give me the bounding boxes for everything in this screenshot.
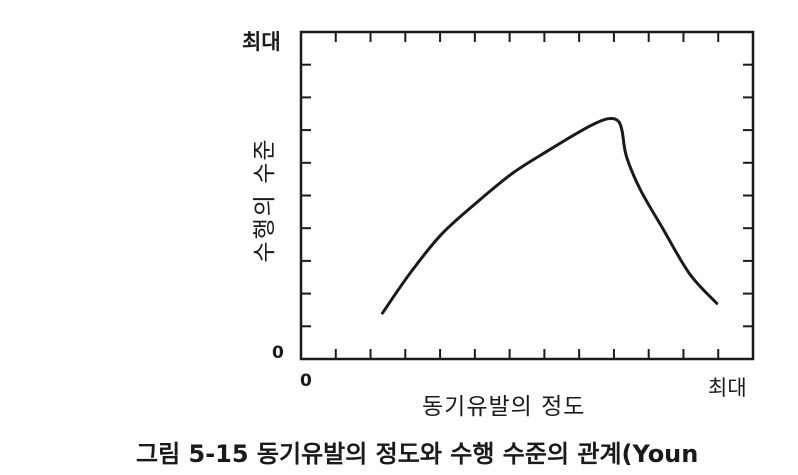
figure-caption: 그림 5-15 동기유발의 정도와 수행 수준의 관계(Youn <box>136 440 699 468</box>
y-axis-zero-label: 0 <box>272 343 284 363</box>
performance-curve <box>380 116 719 315</box>
x-axis-max-label: 최대 <box>708 376 747 400</box>
plot-border <box>299 30 755 361</box>
x-axis-zero-label: 0 <box>300 371 312 391</box>
plot-frame <box>299 30 755 361</box>
x-axis-title: 동기유발의 정도 <box>422 394 586 420</box>
axis-ticks <box>301 32 753 359</box>
y-axis-title: 수행의 수준 <box>252 137 278 263</box>
y-axis-max-label: 최대 <box>242 30 281 54</box>
